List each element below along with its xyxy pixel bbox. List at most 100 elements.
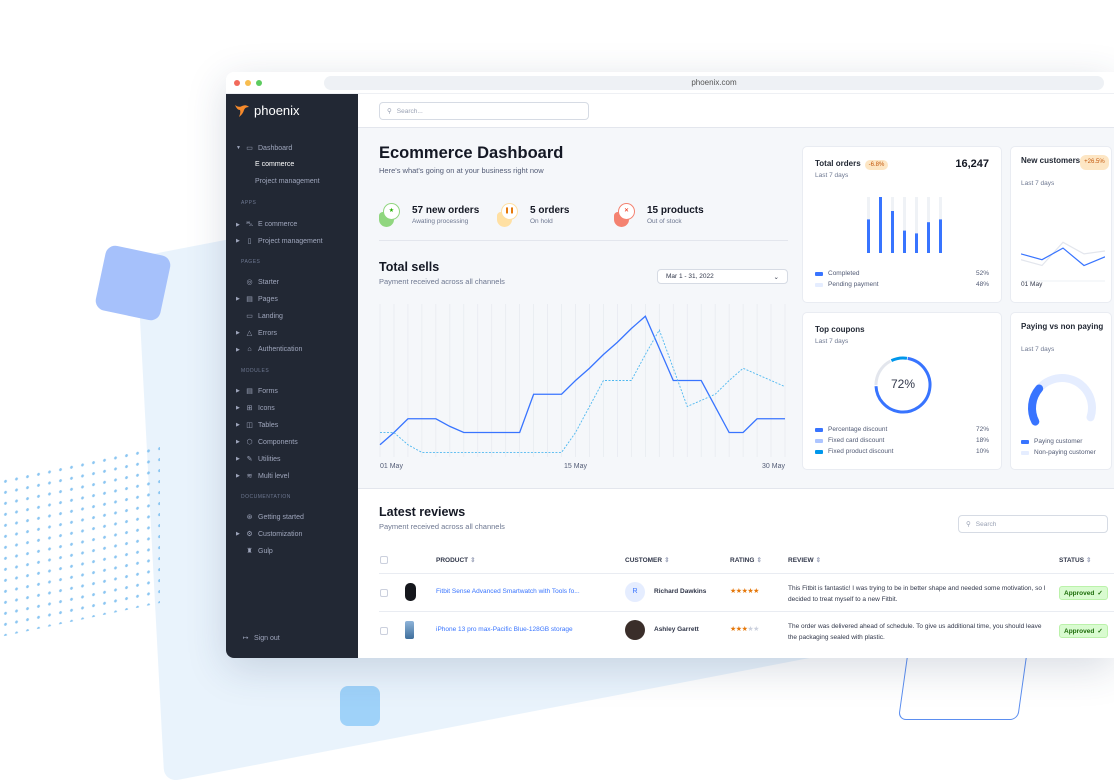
sidebar-item-customization[interactable]: ▶ ⚙ Customization bbox=[236, 530, 303, 539]
product-link[interactable]: iPhone 13 pro max-Pacific Blue-128GB sto… bbox=[436, 626, 573, 633]
sidebar-item-starter[interactable]: ◎ Starter bbox=[236, 278, 279, 287]
bar bbox=[927, 222, 930, 253]
caret-right-icon: ▶ bbox=[236, 439, 240, 445]
sidebar-item-label: Landing bbox=[258, 312, 283, 320]
sidebar-item-errors[interactable]: ▶ △ Errors bbox=[236, 329, 277, 338]
legend-label: Pending payment bbox=[828, 281, 879, 288]
x-axis-label: 01 May bbox=[1021, 281, 1043, 288]
sidebar-item-pages[interactable]: ▶ ▤ Pages bbox=[236, 295, 278, 304]
card-period: Last 7 days bbox=[815, 338, 849, 345]
sidebar-item-forms[interactable]: ▶ ▤ Forms bbox=[236, 387, 278, 396]
compass-icon: ◎ bbox=[246, 279, 253, 286]
bar-track bbox=[903, 197, 906, 253]
close-dot[interactable] bbox=[234, 80, 240, 86]
column-header[interactable]: CUSTOMER ⇕ bbox=[625, 551, 670, 570]
row-checkbox[interactable] bbox=[380, 627, 388, 635]
minimize-dot[interactable] bbox=[245, 80, 251, 86]
background-square-small bbox=[340, 686, 380, 726]
customer-name[interactable]: Richard Dawkins bbox=[654, 588, 707, 595]
page-title: Ecommerce Dashboard bbox=[379, 144, 564, 162]
sidebar-item-label: Authentication bbox=[258, 346, 303, 353]
sidebar-section-label: APPS bbox=[241, 200, 257, 206]
grid-icon: ⊞ bbox=[246, 405, 253, 412]
legend-item: Percentage discount 72% bbox=[815, 426, 989, 433]
legend-value: 18% bbox=[975, 437, 989, 444]
card-period: Last 7 days bbox=[1021, 180, 1055, 187]
table-row: Fitbit Sense Advanced Smartwatch with To… bbox=[379, 573, 1114, 611]
sidebar-item-project-management[interactable]: ▶ ▯ Project management bbox=[236, 237, 323, 246]
column-label: RATING bbox=[730, 557, 755, 564]
column-header[interactable]: STATUS ⇕ bbox=[1059, 551, 1092, 570]
card-title: Paying vs non paying bbox=[1021, 322, 1104, 331]
paying-card: Paying vs non paying Last 7 days Paying … bbox=[1010, 312, 1112, 470]
column-label: REVIEW bbox=[788, 557, 814, 564]
phone-icon bbox=[405, 621, 414, 639]
sidebar-item-authentication[interactable]: ▶ ⌂ Authentication bbox=[236, 346, 302, 353]
product-link[interactable]: Fitbit Sense Advanced Smartwatch with To… bbox=[436, 588, 580, 595]
sidebar-item-label: Customization bbox=[258, 530, 303, 538]
sidebar-item-components[interactable]: ▶ ⬡ Components bbox=[236, 438, 298, 447]
paying-gauge-chart bbox=[1028, 374, 1096, 426]
column-header[interactable]: REVIEW ⇕ bbox=[788, 551, 821, 570]
x-tick-label: 30 May bbox=[762, 463, 785, 470]
sidebar-item-e-commerce[interactable]: E commerce bbox=[255, 161, 294, 168]
sidebar-item-gulp[interactable]: ♜ Gulp bbox=[236, 547, 273, 556]
date-range-select[interactable]: Mar 1 - 31, 2022 ⌄ bbox=[657, 269, 788, 284]
total-orders-card: Total orders -6.8% 16,247 Last 7 days Com… bbox=[802, 146, 1002, 303]
star-filled-icon: ★ bbox=[753, 588, 759, 595]
page-subtitle: Here's what's going on at your business … bbox=[379, 166, 544, 175]
caret-right-icon: ▶ bbox=[236, 330, 240, 336]
caret-right-icon: ▶ bbox=[236, 238, 240, 244]
latest-reviews-section: Latest reviews Payment received across a… bbox=[358, 488, 1114, 658]
caret-right-icon: ▶ bbox=[236, 456, 240, 462]
sidebar-item-project-management[interactable]: Project management bbox=[255, 178, 320, 185]
sort-icon: ⇕ bbox=[1086, 557, 1092, 564]
bar-track bbox=[915, 197, 918, 253]
sign-out-label: Sign out bbox=[254, 634, 280, 642]
sidebar-item-utilities[interactable]: ▶ ✎ Utilities bbox=[236, 455, 281, 464]
sidebar-item-dashboard[interactable]: ▼ ▭ Dashboard bbox=[236, 144, 292, 153]
reviews-search-input[interactable]: ⚲ Search bbox=[958, 515, 1108, 533]
legend-swatch bbox=[1021, 450, 1029, 455]
sign-out-button[interactable]: ↦ Sign out bbox=[241, 634, 280, 643]
customer-name[interactable]: Ashley Garrett bbox=[654, 626, 699, 633]
stat-label: On hold bbox=[530, 218, 553, 225]
sidebar-item-getting-started[interactable]: ⊛ Getting started bbox=[236, 513, 304, 522]
series-line bbox=[1021, 241, 1105, 267]
legend-label: Paying customer bbox=[1034, 438, 1083, 445]
legend-item: Paying customer bbox=[1021, 438, 1101, 445]
caret-right-icon: ▶ bbox=[236, 221, 240, 228]
stat-item: ★ 57 new orders Awating processing bbox=[379, 202, 494, 232]
table-row: iPhone 13 pro max-Pacific Blue-128GB sto… bbox=[379, 611, 1114, 649]
address-bar[interactable]: phoenix.com bbox=[324, 76, 1104, 90]
row-checkbox[interactable] bbox=[380, 589, 388, 597]
sidebar-item-icons[interactable]: ▶ ⊞ Icons bbox=[236, 404, 275, 413]
tool-icon: ✎ bbox=[246, 456, 253, 463]
bar bbox=[867, 219, 870, 253]
stat-label: Out of stock bbox=[647, 218, 682, 225]
legend-value: 48% bbox=[975, 281, 989, 288]
sidebar-item-tables[interactable]: ▶ ◫ Tables bbox=[236, 421, 278, 430]
review-text: The order was delivered ahead of schedul… bbox=[788, 623, 1042, 641]
brand-logo[interactable]: phoenix bbox=[234, 102, 300, 118]
monitor-icon: ▭ bbox=[246, 313, 253, 320]
sidebar-item-label: Utilities bbox=[258, 455, 281, 463]
avatar bbox=[625, 620, 645, 640]
sidebar-item-label: Project management bbox=[258, 237, 323, 245]
sidebar-item-label: E commerce bbox=[258, 221, 298, 228]
search-input[interactable]: ⚲ Search... bbox=[379, 102, 589, 120]
column-header[interactable]: PRODUCT ⇕ bbox=[436, 551, 476, 570]
select-all-checkbox[interactable] bbox=[380, 556, 388, 564]
sidebar-section-label: PAGES bbox=[241, 259, 261, 265]
sidebar-item-label: Gulp bbox=[258, 547, 273, 555]
column-header[interactable]: RATING ⇕ bbox=[730, 551, 762, 570]
maximize-dot[interactable] bbox=[256, 80, 262, 86]
legend-value: 72% bbox=[975, 426, 989, 433]
stat-item: ❚❚ 5 orders On hold bbox=[497, 202, 612, 232]
sidebar-item-landing[interactable]: ▭ Landing bbox=[236, 312, 283, 321]
series-line bbox=[1021, 247, 1105, 267]
sidebar-item-multi-level[interactable]: ▶ ≋ Multi level bbox=[236, 472, 289, 481]
sidebar-item-e-commerce[interactable]: ▶ ⛍ E commerce bbox=[236, 220, 297, 229]
star-filled-icon: ★ bbox=[735, 626, 742, 633]
column-label: CUSTOMER bbox=[625, 557, 663, 564]
